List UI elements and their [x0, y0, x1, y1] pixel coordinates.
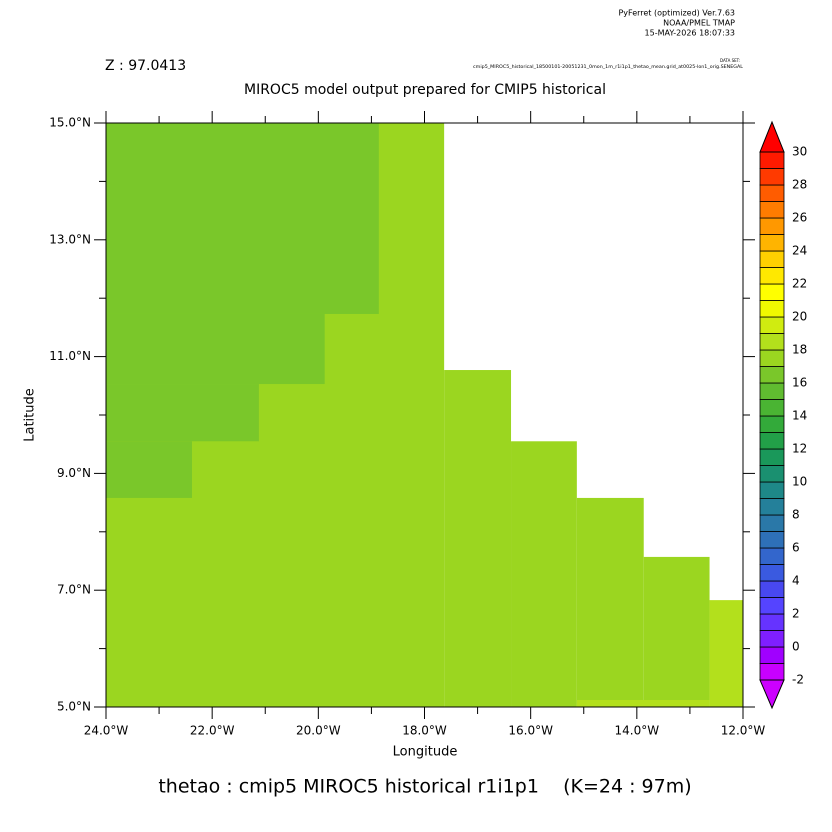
y-axis-label: Latitude: [23, 388, 38, 442]
colorbar-swatch: [759, 184, 785, 202]
x-tick-label: 16.0°W: [508, 724, 553, 738]
colorbar-swatch: [759, 448, 785, 466]
dataset-label: DATA SET:: [720, 58, 740, 63]
header-line: 15-MAY-2026 18:07:33: [645, 29, 735, 38]
colorbar-tick-label: 12: [792, 442, 807, 456]
colorbar-tick-label: 14: [792, 409, 807, 423]
cell: [576, 699, 710, 707]
y-tick-label: 7.0°N: [57, 583, 91, 597]
colorbar-swatch: [759, 382, 785, 400]
colorbar-swatch: [759, 498, 785, 516]
colorbar-swatch: [759, 531, 785, 549]
colorbar-swatch: [759, 201, 785, 219]
colorbar-tick-label: 30: [792, 145, 807, 159]
colorbar-tick-label: 22: [792, 277, 807, 291]
colorbar-tick-label: 8: [792, 508, 800, 522]
colorbar-tick-label: 2: [792, 607, 800, 621]
cell: [106, 441, 192, 498]
x-tick-label: 22.0°W: [190, 724, 235, 738]
colorbar-swatch: [759, 432, 785, 450]
header-line: PyFerret (optimized) Ver.7.63: [618, 9, 735, 18]
cell: [106, 384, 259, 442]
y-tick-label: 9.0°N: [57, 466, 91, 480]
cell: [511, 441, 577, 707]
colorbar-swatch: [759, 580, 785, 598]
y-tick-label: 5.0°N: [57, 700, 91, 714]
cell: [106, 313, 325, 385]
colorbar-swatch: [759, 415, 785, 433]
chart-title: MIROC5 model output prepared for CMIP5 h…: [244, 82, 606, 98]
y-tick-label: 11.0°N: [49, 349, 91, 363]
colorbar-swatch: [759, 481, 785, 499]
colorbar-swatch: [759, 300, 785, 318]
cell: [709, 600, 743, 707]
colorbar-swatch: [759, 316, 785, 334]
y-tick-label: 15.0°N: [49, 116, 91, 130]
colorbar-tick-label: 0: [792, 640, 800, 654]
x-tick-label: 20.0°W: [296, 724, 341, 738]
cell: [106, 123, 379, 314]
colorbar-swatch: [759, 349, 785, 367]
colorbar-tick-label: 16: [792, 376, 807, 390]
colorbar-swatch: [759, 547, 785, 565]
colorbar-extend-low: [759, 679, 785, 710]
x-tick-label: 12.0°W: [721, 724, 766, 738]
colorbar-swatch: [759, 399, 785, 417]
colorbar-swatch: [759, 168, 785, 186]
cell: [444, 370, 512, 707]
colorbar-swatch: [759, 366, 785, 384]
cell: [643, 556, 710, 707]
dataset-name: cmip5_MIROC5_historical_18500101-2005123…: [473, 64, 744, 69]
colorbar-tick-label: 6: [792, 541, 800, 555]
colorbar-tick-label: 28: [792, 178, 807, 192]
colorbar-tick-label: 18: [792, 343, 807, 357]
x-tick-label: 18.0°W: [402, 724, 447, 738]
colorbar-swatch: [759, 514, 785, 532]
colorbar-tick-label: -2: [792, 673, 804, 687]
colorbar-swatch: [759, 333, 785, 351]
colorbar-tick-label: 20: [792, 310, 807, 324]
x-tick-label: 24.0°W: [84, 724, 129, 738]
colorbar-tick-label: 26: [792, 211, 807, 225]
cell: [576, 497, 644, 707]
colorbar-swatch: [759, 234, 785, 252]
colorbar-swatch: [759, 267, 785, 285]
x-axis-label: Longitude: [393, 745, 458, 760]
colorbar-swatch: [759, 283, 785, 301]
colorbar-swatch: [759, 597, 785, 615]
colorbar-swatch: [759, 151, 785, 169]
colorbar-swatch: [759, 465, 785, 483]
colorbar-swatch: [759, 663, 785, 681]
colorbar-swatch: [759, 564, 785, 582]
colorbar-swatch: [759, 613, 785, 631]
colorbar-swatch: [759, 646, 785, 664]
y-tick-label: 13.0°N: [49, 232, 91, 246]
x-tick-label: 14.0°W: [615, 724, 660, 738]
header-line: NOAA/PMEL TMAP: [663, 19, 735, 28]
footer: thetao : cmip5 MIROC5 historical r1i1p1 …: [158, 776, 691, 798]
colorbar-swatch: [759, 630, 785, 648]
colorbar-swatch: [759, 250, 785, 268]
colorbar-swatch: [759, 217, 785, 235]
colorbar-tick-label: 4: [792, 574, 800, 588]
colorbar-tick-label: 10: [792, 475, 807, 489]
colorbar-tick-label: 24: [792, 244, 807, 258]
colorbar-extend-high: [759, 120, 785, 153]
z-label: Z : 97.0413: [105, 58, 186, 74]
